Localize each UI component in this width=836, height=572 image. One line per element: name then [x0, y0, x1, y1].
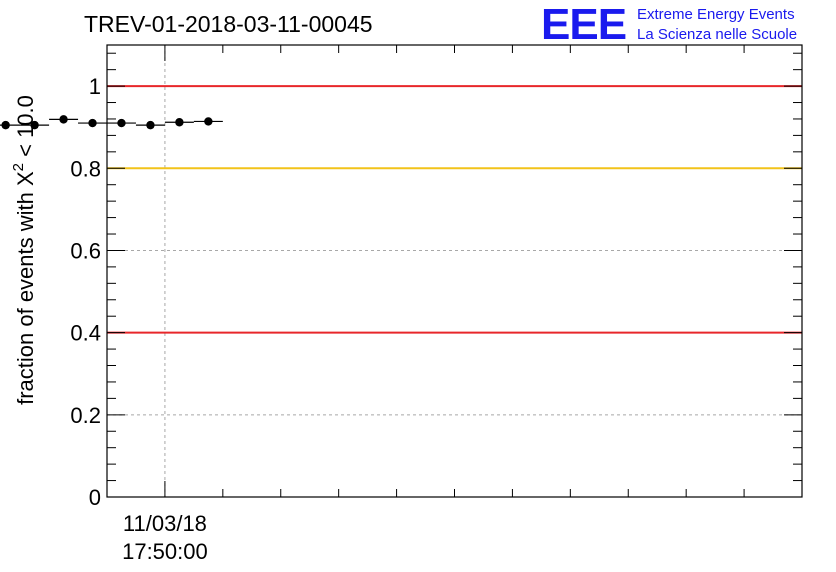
y-axis-label-suffix: < 10.0	[13, 95, 38, 163]
chart-title: TREV-01-2018-03-11-00045	[84, 11, 373, 37]
data-point	[146, 120, 155, 130]
eee-logo: EEE Extreme Energy Events La Scienza nel…	[541, 0, 797, 49]
y-axis-label: fraction of events with X2 < 10.0	[10, 95, 38, 405]
y-axis-label-superscript: 2	[10, 163, 27, 171]
y-axis-tick-labels: 0 0.2 0.4 0.6 0.8 1	[70, 74, 101, 510]
data-point	[117, 118, 126, 128]
logo-line-2: La Scienza nelle Scuole	[637, 26, 797, 43]
y-axis-label-prefix: fraction of events with X	[13, 171, 38, 405]
y-tick-label: 0.8	[70, 156, 101, 181]
grid	[107, 45, 802, 497]
x-axis-tick-labels: 11/03/1817:30:0011/03/1817:40:0011/03/18…	[122, 511, 208, 564]
y-tick-label: 1	[89, 74, 101, 99]
y-tick-label: 0.2	[70, 403, 101, 428]
data-point	[175, 118, 184, 127]
logo-line-1: Extreme Energy Events	[637, 6, 795, 23]
x-tick-label-date: 11/03/18	[123, 511, 207, 536]
data-points	[0, 115, 223, 130]
reference-lines	[107, 85, 802, 334]
data-point	[204, 117, 213, 126]
data-point	[59, 115, 68, 124]
x-tick-label-time: 17:50:00	[122, 539, 208, 564]
axis-ticks	[106, 45, 803, 498]
y-tick-label: 0.6	[70, 238, 101, 263]
plot-frame	[106, 44, 803, 498]
y-tick-label: 0	[89, 485, 101, 510]
logo-acronym: EEE	[541, 0, 626, 49]
y-tick-label: 0.4	[70, 321, 101, 346]
data-point	[88, 118, 97, 128]
data-point	[30, 120, 39, 130]
data-point	[1, 120, 10, 130]
